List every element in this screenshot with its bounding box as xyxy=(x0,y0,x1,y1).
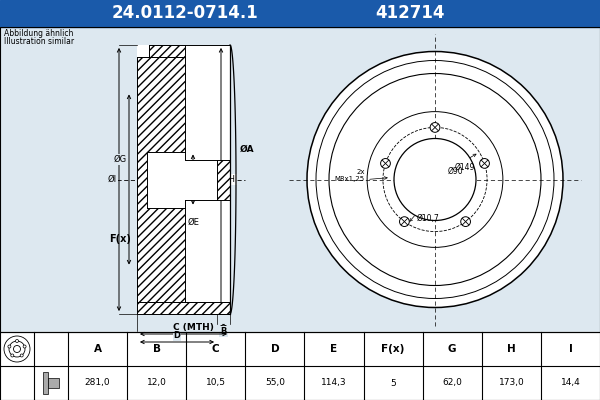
Text: 62,0: 62,0 xyxy=(442,378,462,388)
Circle shape xyxy=(16,340,19,342)
Text: ØE: ØE xyxy=(187,218,199,226)
Bar xyxy=(137,45,230,314)
Text: Abbildung ähnlich: Abbildung ähnlich xyxy=(4,29,73,38)
Text: M8x1,25: M8x1,25 xyxy=(335,176,365,182)
Circle shape xyxy=(394,138,476,220)
Bar xyxy=(185,160,217,200)
Text: Ø10,7: Ø10,7 xyxy=(416,214,439,223)
Text: I: I xyxy=(569,344,572,354)
Text: 10,5: 10,5 xyxy=(206,378,226,388)
Circle shape xyxy=(430,122,440,132)
Text: D: D xyxy=(173,331,181,340)
Circle shape xyxy=(461,217,470,226)
Text: 173,0: 173,0 xyxy=(499,378,524,388)
Text: 14,4: 14,4 xyxy=(560,378,580,388)
Circle shape xyxy=(479,158,490,168)
Text: F(x): F(x) xyxy=(382,344,405,354)
Circle shape xyxy=(400,217,409,226)
Text: Ø90: Ø90 xyxy=(447,167,463,176)
Bar xyxy=(43,372,48,394)
Circle shape xyxy=(307,52,563,308)
Text: B: B xyxy=(152,344,161,354)
Bar xyxy=(137,302,230,314)
Bar xyxy=(147,152,185,208)
Text: B: B xyxy=(220,327,227,336)
Circle shape xyxy=(8,345,11,348)
Text: 24.0112-0714.1: 24.0112-0714.1 xyxy=(112,4,259,22)
Text: ØH: ØH xyxy=(223,175,236,184)
Text: ØG: ØG xyxy=(114,155,127,164)
Circle shape xyxy=(23,345,26,348)
Text: E: E xyxy=(331,344,338,354)
Text: Ø149: Ø149 xyxy=(455,163,475,172)
Text: H: H xyxy=(507,344,516,354)
Bar xyxy=(149,45,185,57)
Text: Illustration similar: Illustration similar xyxy=(4,37,74,46)
Circle shape xyxy=(11,354,14,357)
Text: 2x: 2x xyxy=(356,168,365,174)
Bar xyxy=(0,332,600,400)
Text: 12,0: 12,0 xyxy=(147,378,167,388)
Bar xyxy=(137,57,185,302)
Circle shape xyxy=(20,354,23,357)
Text: ATE: ATE xyxy=(368,178,482,232)
Text: G: G xyxy=(448,344,457,354)
Bar xyxy=(48,378,59,388)
Text: D: D xyxy=(271,344,279,354)
Text: 412714: 412714 xyxy=(375,4,445,22)
Text: C (MTH): C (MTH) xyxy=(173,323,214,332)
Text: 5: 5 xyxy=(390,378,396,388)
Text: F(x): F(x) xyxy=(109,234,131,244)
Text: A: A xyxy=(94,344,101,354)
Bar xyxy=(0,27,600,332)
Text: C: C xyxy=(212,344,220,354)
Text: 55,0: 55,0 xyxy=(265,378,285,388)
Text: ØA: ØA xyxy=(240,145,254,154)
Text: ØI: ØI xyxy=(108,175,117,184)
Bar xyxy=(0,0,600,27)
Circle shape xyxy=(380,158,391,168)
Text: 114,3: 114,3 xyxy=(321,378,347,388)
Bar xyxy=(217,160,230,200)
Text: 281,0: 281,0 xyxy=(85,378,110,388)
